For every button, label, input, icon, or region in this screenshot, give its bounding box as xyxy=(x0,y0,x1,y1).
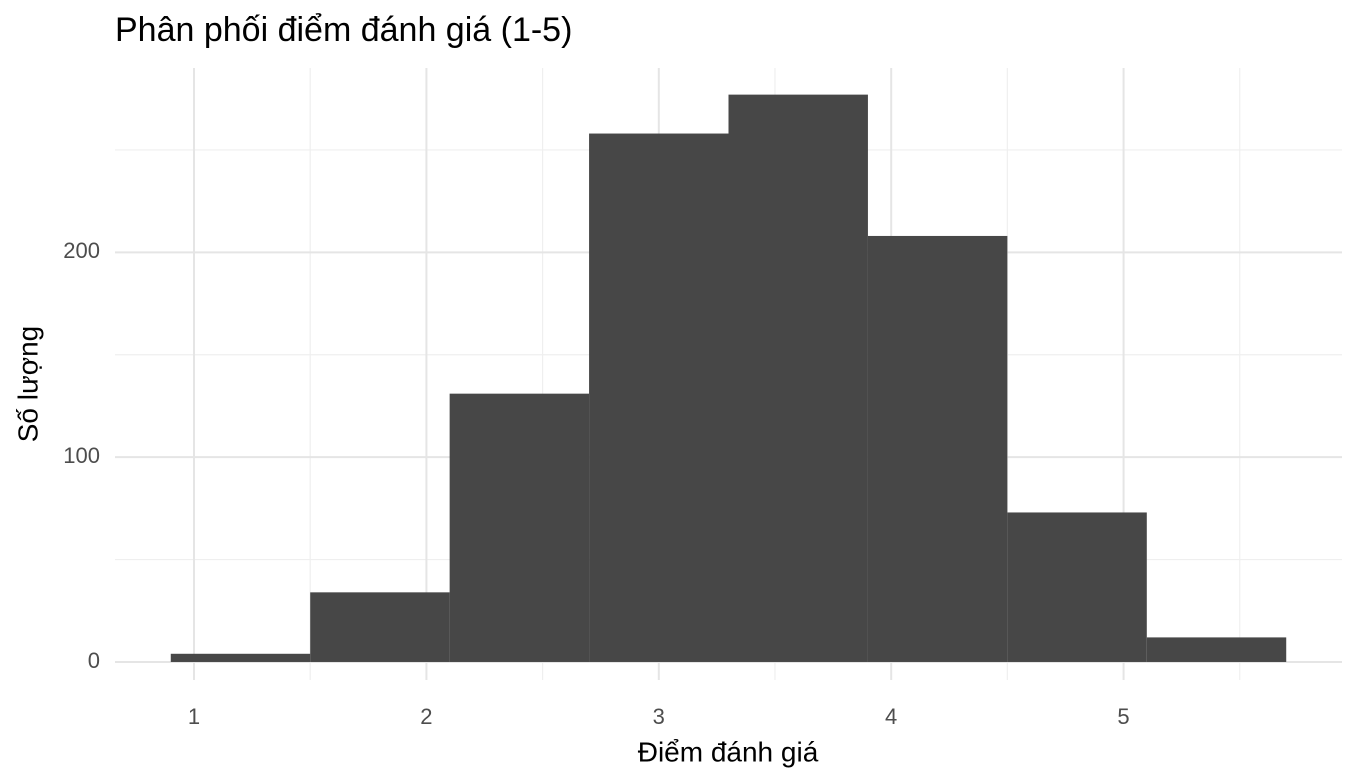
y-tick-label: 0 xyxy=(88,648,100,673)
bar xyxy=(170,653,311,662)
x-axis-label: Điểm đánh giá xyxy=(638,736,819,767)
x-tick-label: 1 xyxy=(188,704,200,729)
x-tick-label: 4 xyxy=(885,704,897,729)
bar xyxy=(449,393,590,662)
bar xyxy=(1146,637,1287,662)
x-tick-label: 2 xyxy=(420,704,432,729)
bar xyxy=(1007,512,1147,662)
x-tick-label: 5 xyxy=(1117,704,1129,729)
bar xyxy=(589,133,729,662)
y-tick-label: 100 xyxy=(63,443,100,468)
bar xyxy=(728,94,868,662)
y-tick-label: 200 xyxy=(63,238,100,263)
chart-title: Phân phối điểm đánh giá (1-5) xyxy=(115,11,572,49)
bar xyxy=(310,592,450,662)
y-axis-label: Số lượng xyxy=(12,326,43,443)
bar xyxy=(867,235,1008,662)
x-tick-label: 3 xyxy=(653,704,665,729)
